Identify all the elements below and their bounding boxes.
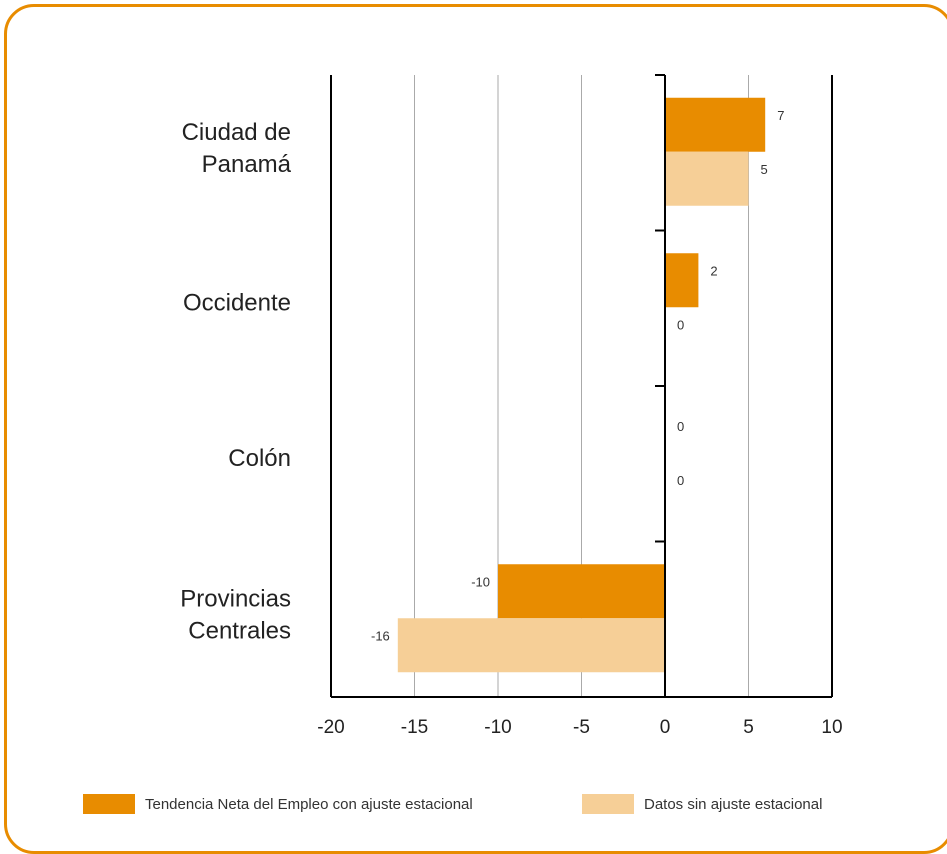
x-tick-label-5: 5	[743, 717, 754, 738]
x-tick-label-0: -20	[317, 717, 344, 738]
category-label-0: Ciudad de Panamá	[182, 119, 292, 178]
data-label-0-1: 5	[761, 162, 768, 177]
x-tick-label-4: 0	[660, 717, 671, 738]
legend-swatch-series-2	[582, 794, 634, 814]
legend-item-series-2: Datos sin ajuste estacional	[582, 793, 822, 815]
bar-3-0	[498, 564, 665, 619]
bar-chart: 7 5 Ciudad de Panamá 2 0 Occidente 0 0 Colón -10 -1…	[180, 74, 843, 738]
legend-label-series-1: Tendencia Neta del Empleo con ajuste est…	[145, 795, 473, 813]
data-label-3-0: -10	[471, 574, 490, 589]
x-tick-label-2: -10	[484, 717, 511, 738]
category-label-2: Colón	[228, 445, 291, 472]
data-label-1-1: 0	[677, 317, 684, 332]
data-label-1-0: 2	[710, 263, 717, 278]
x-tick-label-1: -15	[401, 717, 428, 738]
legend-item-series-1: Tendencia Neta del Empleo con ajuste est…	[83, 793, 473, 815]
legend-swatch-series-1	[83, 794, 135, 814]
data-label-0-0: 7	[777, 108, 784, 123]
category-label-3: Provincias Centrales	[180, 585, 291, 644]
bar-3-1	[397, 618, 665, 673]
data-label-2-0: 0	[677, 419, 684, 434]
bar-0-1	[665, 151, 749, 206]
bar-0-0	[665, 97, 766, 152]
legend-label-series-2: Datos sin ajuste estacional	[644, 795, 823, 813]
x-tick-label-6: 10	[821, 717, 842, 738]
category-label-1: Occidente	[183, 289, 291, 316]
x-tick-label-3: -5	[573, 717, 590, 738]
data-label-2-1: 0	[677, 473, 684, 488]
data-label-3-1: -16	[371, 628, 390, 643]
bar-1-0	[665, 253, 699, 308]
